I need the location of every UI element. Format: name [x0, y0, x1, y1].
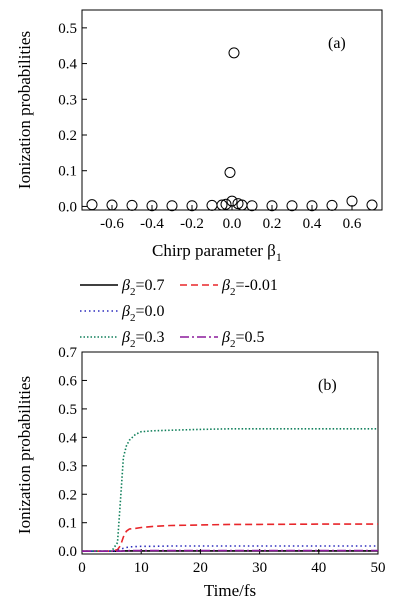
legend-label-subscript: 2	[230, 286, 236, 298]
legend-label: β2=0.3	[121, 329, 165, 350]
panel-a-x-axis-label-subscript: 1	[276, 250, 282, 264]
legend-label-subscript: 2	[130, 338, 136, 350]
series-line	[82, 427, 378, 553]
panel-b-y-tick-label: 0.2	[58, 487, 77, 503]
legend-label-value: =0.5	[235, 329, 264, 346]
panel-a-y-axis-label: Ionization probabilities	[15, 31, 34, 189]
panel-b-x-tick-label: 50	[371, 560, 386, 576]
panel-b-y-tick-label: 0.7	[58, 345, 77, 361]
legend-label-value: =0.3	[135, 329, 164, 346]
panel-b-y-tick-label: 0.0	[58, 544, 77, 560]
legend-item: β2=0.7	[80, 277, 165, 298]
series-line	[82, 549, 378, 553]
panel-a-x-axis-label-main: Chirp parameter β	[152, 241, 276, 260]
legend-item: β2=0.5	[180, 329, 265, 350]
legend-label: β2=0.0	[121, 303, 165, 324]
legend-label-symbol: β	[221, 277, 230, 294]
panel-b-x-tick-label: 30	[252, 560, 267, 576]
panel-a-y-tick-label: 0.1	[58, 164, 77, 180]
panel-b-x-tick-label: 0	[78, 560, 86, 576]
panel-a-y-tick-label: 0.5	[58, 21, 77, 37]
data-point	[186, 200, 198, 212]
panel-a-y-tick-label: 0.3	[58, 92, 77, 108]
legend-label: β2=0.7	[121, 277, 165, 298]
legend-item: β2=-0.01	[180, 277, 278, 298]
data-point	[306, 200, 318, 212]
panel-a-x-tick-label: 0.4	[303, 216, 322, 232]
data-point	[86, 199, 98, 211]
data-point	[246, 200, 258, 212]
panel-a-x-tick-label: 0.2	[263, 216, 282, 232]
data-point	[216, 199, 228, 211]
panel-a-x-tick-label: 0.6	[343, 216, 362, 232]
panel-b-y-tick-label: 0.6	[58, 373, 77, 389]
legend-label-symbol: β	[121, 329, 130, 346]
panel-b-ticks: 0 10 20 30 40 50 0.0 0.1 0.2 0.3 0.4 0.5 0.6 0.7	[58, 345, 385, 576]
data-point	[126, 199, 138, 211]
panel-b-y-tick-label: 0.3	[58, 459, 77, 475]
panel-a-label: (a)	[328, 35, 346, 52]
panel-b-x-tick-label: 40	[311, 560, 326, 576]
data-point	[366, 199, 378, 211]
panel-b-y-tick-label: 0.5	[58, 402, 77, 418]
panel-a-x-tick-label: -0.4	[140, 216, 164, 232]
legend-label-subscript: 2	[230, 338, 236, 350]
panel-b-y-tick-label: 0.1	[58, 516, 77, 532]
data-point	[266, 200, 278, 212]
legend-label-value: =0.0	[135, 303, 164, 320]
panel-a-ticks: -0.6 -0.4 -0.2 0.0 0.2 0.4 0.6 0.0 0.1 0.2 0.3 0.4 0…	[58, 21, 362, 232]
data-point	[220, 198, 232, 210]
panel-b-x-axis-label: Time/fs	[204, 581, 256, 600]
panel-a-points	[86, 47, 378, 212]
series-line	[82, 545, 378, 553]
panel-b-lines	[82, 427, 378, 553]
series-line	[82, 523, 378, 553]
data-point	[326, 199, 338, 211]
data-point	[146, 200, 158, 212]
legend-label-symbol: β	[121, 303, 130, 320]
data-point	[286, 200, 298, 212]
panel-a-y-tick-label: 0.0	[58, 199, 77, 215]
panel-b-y-tick-label: 0.4	[58, 430, 77, 446]
panel-b-frame	[81, 351, 379, 555]
data-point	[226, 195, 238, 207]
data-point	[346, 195, 358, 207]
legend-item: β2=0.0	[80, 303, 165, 324]
panel-b-label: (b)	[318, 377, 337, 394]
data-point	[228, 47, 240, 59]
legend-label: β2=0.5	[221, 329, 265, 350]
data-point	[224, 167, 236, 178]
panel-a-x-tick-label: -0.6	[100, 216, 124, 232]
legend-label-symbol: β	[121, 277, 130, 294]
panel-a-y-tick-label: 0.4	[58, 57, 77, 73]
panel-b-x-tick-label: 20	[193, 560, 208, 576]
data-point	[206, 199, 218, 211]
legend-label-subscript: 2	[130, 312, 136, 324]
panel-a-x-tick-label: -0.2	[180, 216, 204, 232]
legend-label-value: =-0.01	[235, 277, 277, 294]
panel-a: -0.6 -0.4 -0.2 0.0 0.2 0.4 0.6 0.0 0.1 0.2 0.3 0.4 0…	[15, 9, 383, 264]
panel-b-x-tick-label: 10	[134, 560, 149, 576]
legend-label: β2=-0.01	[221, 277, 278, 298]
legend-label-symbol: β	[221, 329, 230, 346]
panel-a-y-tick-label: 0.2	[58, 128, 77, 144]
panel-a-x-tick-label: 0.0	[223, 216, 242, 232]
legend-label-value: =0.7	[135, 277, 164, 294]
legend-label-subscript: 2	[130, 286, 136, 298]
data-point	[106, 199, 118, 211]
legend-item: β2=0.3	[80, 329, 165, 350]
panel-a-x-axis-label: Chirp parameter β1	[152, 241, 282, 264]
panel-b-y-axis-label: Ionization probabilities	[15, 376, 34, 534]
data-point	[166, 200, 178, 212]
panel-b: 0 10 20 30 40 500.00.10.20.30.40.50.60.7 (b) …	[15, 345, 386, 600]
